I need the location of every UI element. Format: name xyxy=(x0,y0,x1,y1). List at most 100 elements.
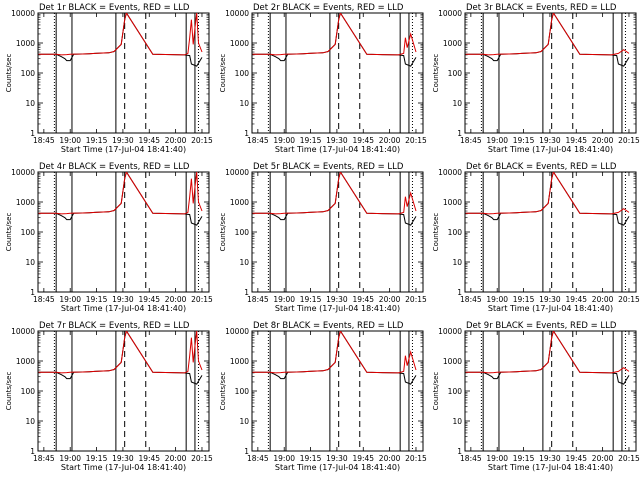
x-axis-label: Start Time (17-Jul-04 18:41:40) xyxy=(61,463,186,472)
y-tick-label: 100 xyxy=(448,228,463,237)
x-tick-label: 19:00 xyxy=(486,295,508,304)
x-tick-label: 20:15 xyxy=(191,454,213,463)
panel-6: 1 10 100 1000 10000 18:45 19:00 19:15 19:30 19:45… xyxy=(432,162,640,313)
x-tick-label: 20:15 xyxy=(405,136,427,145)
y-tick-label: 10 xyxy=(25,99,35,108)
y-tick-label: 10000 xyxy=(225,327,249,336)
y-tick-label: 1000 xyxy=(230,198,249,207)
y-tick-label: 1 xyxy=(30,129,35,138)
y-tick-label: 1000 xyxy=(16,198,35,207)
y-tick-label: 1 xyxy=(457,288,462,297)
events-series-line xyxy=(465,331,630,385)
y-tick-label: 1 xyxy=(244,288,249,297)
y-tick-label: 10 xyxy=(452,417,462,426)
y-tick-label: 1000 xyxy=(443,39,462,48)
x-axis-label: Start Time (17-Jul-04 18:41:40) xyxy=(61,304,186,313)
y-tick-label: 10 xyxy=(239,417,249,426)
x-tick-label: 20:00 xyxy=(165,295,187,304)
y-tick-label: 10000 xyxy=(438,327,462,336)
x-tick-label: 19:15 xyxy=(86,136,108,145)
y-tick-label: 10000 xyxy=(11,327,35,336)
x-tick-label: 19:30 xyxy=(326,295,348,304)
events-series-line xyxy=(465,13,630,67)
panel-title: Det 4r BLACK = Events, RED = LLD xyxy=(39,162,190,172)
x-tick-label: 20:00 xyxy=(379,454,401,463)
panel-1: 1 10 100 1000 10000 18:45 19:00 19:15 19:30 19:45… xyxy=(5,3,213,154)
panel-5: 1 10 100 1000 10000 18:45 19:00 19:15 19:30 19:45… xyxy=(219,162,427,313)
x-axis-label: Start Time (17-Jul-04 18:41:40) xyxy=(275,145,400,154)
x-tick-label: 18:45 xyxy=(460,136,482,145)
y-axis-label: Counts/sec xyxy=(5,213,13,252)
y-tick-label: 100 xyxy=(21,387,36,396)
x-axis-label: Start Time (17-Jul-04 18:41:40) xyxy=(488,463,613,472)
x-tick-label: 19:30 xyxy=(112,454,134,463)
panel-3: 1 10 100 1000 10000 18:45 19:00 19:15 19:30 19:45… xyxy=(432,3,640,154)
x-tick-label: 19:15 xyxy=(86,454,108,463)
x-tick-label: 18:45 xyxy=(247,295,269,304)
x-tick-label: 19:00 xyxy=(59,136,81,145)
x-tick-label: 19:00 xyxy=(486,136,508,145)
y-axis-label: Counts/sec xyxy=(5,372,13,411)
y-axis-label: Counts/sec xyxy=(219,372,227,411)
events-series-line xyxy=(252,331,417,385)
lld-series-line xyxy=(465,172,630,215)
y-tick-label: 10000 xyxy=(225,168,249,177)
x-axis-label: Start Time (17-Jul-04 18:41:40) xyxy=(61,145,186,154)
panel-title: Det 2r BLACK = Events, RED = LLD xyxy=(253,3,404,13)
lld-series-line xyxy=(38,13,203,56)
x-tick-label: 19:30 xyxy=(539,295,561,304)
x-tick-label: 20:15 xyxy=(618,295,640,304)
x-tick-label: 20:15 xyxy=(618,136,640,145)
x-tick-label: 19:45 xyxy=(138,136,160,145)
x-tick-label: 19:00 xyxy=(59,295,81,304)
x-tick-label: 19:30 xyxy=(326,454,348,463)
x-tick-label: 19:00 xyxy=(273,454,295,463)
x-tick-label: 20:00 xyxy=(592,295,614,304)
y-tick-label: 100 xyxy=(448,69,463,78)
events-series-line xyxy=(252,172,417,226)
y-tick-label: 100 xyxy=(448,387,463,396)
y-tick-label: 10000 xyxy=(225,9,249,18)
x-tick-label: 19:00 xyxy=(486,454,508,463)
x-tick-label: 18:45 xyxy=(247,136,269,145)
panel-title: Det 9r BLACK = Events, RED = LLD xyxy=(466,321,617,331)
x-axis-label: Start Time (17-Jul-04 18:41:40) xyxy=(275,304,400,313)
y-tick-label: 10 xyxy=(239,99,249,108)
x-tick-label: 20:00 xyxy=(592,454,614,463)
panel-title: Det 6r BLACK = Events, RED = LLD xyxy=(466,162,617,172)
panel-title: Det 7r BLACK = Events, RED = LLD xyxy=(39,321,190,331)
x-tick-label: 20:00 xyxy=(379,136,401,145)
y-tick-label: 10000 xyxy=(438,168,462,177)
y-tick-label: 1 xyxy=(30,447,35,456)
x-tick-label: 19:30 xyxy=(539,454,561,463)
panel-title: Det 1r BLACK = Events, RED = LLD xyxy=(39,3,190,13)
y-tick-label: 1000 xyxy=(230,357,249,366)
events-series-line xyxy=(38,172,203,226)
x-tick-label: 19:30 xyxy=(112,136,134,145)
y-tick-label: 100 xyxy=(235,387,250,396)
x-tick-label: 20:00 xyxy=(592,136,614,145)
x-axis-label: Start Time (17-Jul-04 18:41:40) xyxy=(275,463,400,472)
x-tick-label: 18:45 xyxy=(247,454,269,463)
x-tick-label: 19:00 xyxy=(273,295,295,304)
x-tick-label: 19:15 xyxy=(86,295,108,304)
x-tick-label: 19:15 xyxy=(300,295,322,304)
y-axis-label: Counts/sec xyxy=(219,54,227,93)
y-tick-label: 10 xyxy=(239,258,249,267)
events-series-line xyxy=(38,13,203,67)
panel-8: 1 10 100 1000 10000 18:45 19:00 19:15 19:30 19:45… xyxy=(219,321,427,472)
y-axis-label: Counts/sec xyxy=(432,54,440,93)
x-tick-label: 19:15 xyxy=(300,454,322,463)
lld-series-line xyxy=(38,331,203,374)
y-tick-label: 1 xyxy=(244,447,249,456)
x-tick-label: 19:15 xyxy=(513,454,535,463)
x-tick-label: 19:45 xyxy=(138,295,160,304)
y-tick-label: 10 xyxy=(25,258,35,267)
y-tick-label: 10000 xyxy=(11,168,35,177)
lld-series-line xyxy=(252,172,417,215)
y-tick-label: 1 xyxy=(457,129,462,138)
y-axis-label: Counts/sec xyxy=(219,213,227,252)
x-tick-label: 19:45 xyxy=(565,136,587,145)
x-tick-label: 19:15 xyxy=(513,295,535,304)
